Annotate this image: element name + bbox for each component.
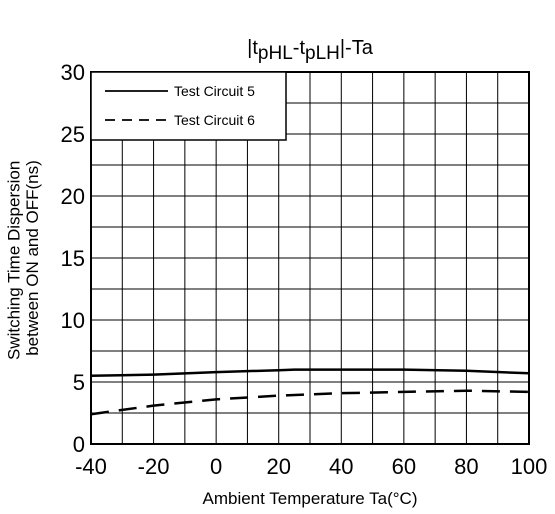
y-tick-label: 25 bbox=[61, 122, 85, 147]
y-tick-label: 5 bbox=[73, 370, 85, 395]
legend-box bbox=[90, 71, 287, 141]
x-tick-label: 20 bbox=[266, 454, 290, 479]
chart-title: |tpHL-tpLH|-Ta bbox=[247, 37, 374, 64]
plot-frame bbox=[90, 71, 530, 445]
series-line bbox=[90, 389, 530, 416]
y-tick-label: 30 bbox=[61, 60, 85, 85]
legend: Test Circuit 5 Test Circuit 6 bbox=[90, 71, 287, 141]
x-tick-label: 80 bbox=[454, 454, 478, 479]
chart-title-suffix: |-Ta bbox=[340, 37, 374, 59]
y-axis-label: Switching Time Dispersion between ON and… bbox=[4, 156, 42, 360]
chart-title-sub2: pLH bbox=[305, 43, 340, 64]
chart-title-sub1: pHL bbox=[258, 43, 293, 64]
x-axis-label: Ambient Temperature Ta(°C) bbox=[203, 489, 418, 508]
tick-labels: -40 -20 0 20 40 60 80 100 0 5 10 15 20 25 30 bbox=[61, 60, 548, 479]
y-axis-label-line2: between ON and OFF(ns) bbox=[23, 160, 42, 356]
legend-label: Test Circuit 5 bbox=[174, 83, 255, 99]
y-tick-label: 10 bbox=[61, 308, 85, 333]
y-tick-label: 20 bbox=[61, 184, 85, 209]
x-tick-label: -40 bbox=[75, 454, 107, 479]
x-tick-label: 60 bbox=[392, 454, 416, 479]
chart-title-mid: -t bbox=[293, 37, 306, 59]
chart-title-prefix: |t bbox=[247, 37, 258, 59]
x-tick-label: 40 bbox=[329, 454, 353, 479]
x-tick-label: -20 bbox=[138, 454, 170, 479]
legend-label: Test Circuit 6 bbox=[174, 112, 255, 128]
y-tick-label: 0 bbox=[73, 432, 85, 457]
x-tick-label: 0 bbox=[210, 454, 222, 479]
plot-area bbox=[90, 368, 530, 416]
y-axis-label-line1: Switching Time Dispersion bbox=[4, 161, 23, 360]
series-line bbox=[90, 368, 530, 378]
x-tick-label: 100 bbox=[511, 454, 548, 479]
y-tick-label: 15 bbox=[61, 246, 85, 271]
